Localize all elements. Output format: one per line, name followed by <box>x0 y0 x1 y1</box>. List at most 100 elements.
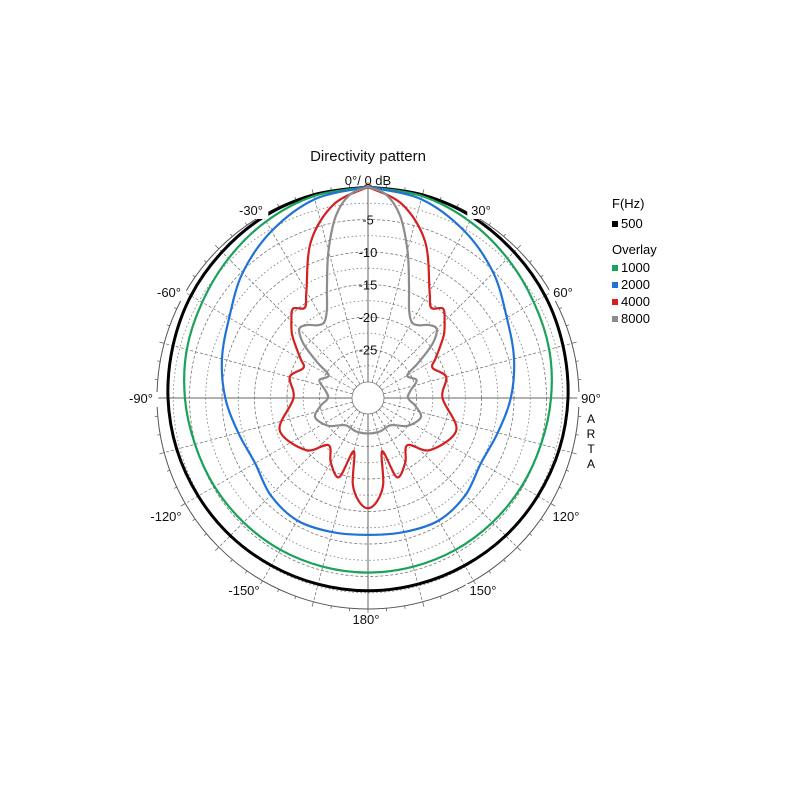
legend-item-8000: 8000 <box>612 310 657 327</box>
angle-label: 60° <box>553 285 573 300</box>
grid-spoke <box>381 292 551 391</box>
grid-tick <box>503 559 506 563</box>
radial-tick-label: -25 <box>359 343 378 358</box>
grid-tick <box>529 260 533 263</box>
brand-letter: A <box>586 412 595 426</box>
grid-tick <box>439 596 442 600</box>
grid-tick <box>404 605 406 609</box>
legend-label: 500 <box>621 216 643 231</box>
grid-tick <box>214 546 220 552</box>
legend-label: 1000 <box>621 260 650 275</box>
label-bg <box>145 510 187 525</box>
series-layer <box>166 183 570 593</box>
label-bg <box>548 510 584 525</box>
legend-swatch <box>612 315 618 322</box>
grid-tick <box>166 324 170 327</box>
legend-label: 8000 <box>621 311 650 326</box>
grid-center-circle <box>351 381 385 415</box>
grid-spoke <box>379 248 518 387</box>
legend-item-1000: 1000 <box>612 259 657 276</box>
angle-label: 180° <box>353 612 380 627</box>
grid-tick <box>311 601 314 607</box>
grid-tick <box>330 605 332 609</box>
grid-spoke <box>262 411 361 581</box>
label-bg <box>123 392 159 407</box>
legend-overlay-label: Overlay <box>612 242 657 257</box>
grid-tick <box>214 244 220 250</box>
label-bg <box>348 613 384 628</box>
grid-tick <box>516 244 522 250</box>
label-bg <box>223 584 265 599</box>
grid-tick <box>192 518 196 522</box>
label-bg <box>151 286 187 301</box>
radial-tick-label: -10 <box>359 245 378 260</box>
legend: F(Hz) 500 Overlay 1000 2000 4000 8000 <box>612 196 657 327</box>
legend-item-2000: 2000 <box>612 276 657 293</box>
grid-spoke <box>375 215 474 385</box>
series-line-8000 <box>298 185 438 435</box>
grid-spoke <box>379 409 518 548</box>
grid-tick <box>529 533 533 536</box>
angle-label: -120° <box>150 509 181 524</box>
grid-tick <box>571 341 577 344</box>
label-bg <box>465 584 501 599</box>
label-layer: 0°/ 0 dB -30° 30° -60° 60° -90° 90° -120° 120° -1… <box>123 173 605 628</box>
angle-label: -150° <box>228 583 259 598</box>
angle-label: -30° <box>239 203 263 218</box>
radial-unit-label: 0°/ 0 dB <box>345 173 391 188</box>
chart-title: Directivity pattern <box>310 148 426 165</box>
grid-tick <box>294 596 297 600</box>
legend-label: 2000 <box>621 277 650 292</box>
grid-tick <box>516 546 522 552</box>
grid-spoke <box>313 194 365 383</box>
grid-spoke <box>375 411 474 581</box>
label-bg <box>233 204 269 219</box>
legend-swatch <box>612 264 618 271</box>
grid-spoke <box>218 409 357 548</box>
grid-spoke <box>185 292 355 391</box>
grid-tick <box>180 503 186 507</box>
polar-grid <box>152 182 584 614</box>
grid-tick <box>422 601 425 607</box>
grid-spoke <box>185 405 355 504</box>
grid-spoke <box>371 194 423 383</box>
angle-label: 90° <box>581 391 601 406</box>
angle-label: 30° <box>471 203 491 218</box>
series-line-2000 <box>220 184 516 536</box>
grid-tick <box>230 559 233 563</box>
series-line-500 <box>166 184 570 593</box>
grid-tick <box>166 469 170 472</box>
legend-header: F(Hz) <box>612 196 645 211</box>
grid-tick <box>159 341 165 344</box>
grid-tick <box>566 324 570 327</box>
grid-spoke <box>371 413 423 602</box>
brand-letter: A <box>586 457 595 471</box>
label-bg <box>577 392 605 407</box>
legend-label: 4000 <box>621 294 650 309</box>
series-line-1000 <box>183 184 553 574</box>
angle-label: -90° <box>129 391 153 406</box>
grid-spoke <box>262 215 361 385</box>
angle-label: 120° <box>553 509 580 524</box>
legend-swatch <box>612 298 618 305</box>
arta-brand-label: A R T A <box>586 412 596 472</box>
legend-swatch <box>612 220 618 227</box>
grid-tick <box>575 434 579 436</box>
brand-letter: R <box>586 427 596 441</box>
legend-item-500: 500 <box>612 215 657 232</box>
angle-label: 150° <box>470 583 497 598</box>
radial-tick-label: -20 <box>359 310 378 325</box>
grid-spoke <box>218 248 357 387</box>
grid-spoke <box>313 413 365 602</box>
grid-tick <box>159 452 165 455</box>
grid-tick <box>550 503 556 507</box>
grid-tick <box>566 469 570 472</box>
brand-letter: T <box>587 442 595 456</box>
angle-label: -60° <box>157 285 181 300</box>
radial-tick-label: -15 <box>359 278 378 293</box>
grid-tick <box>571 452 577 455</box>
series-line-4000 <box>278 183 458 510</box>
label-bg <box>549 286 577 301</box>
radial-tick-label: -5 <box>362 213 374 228</box>
